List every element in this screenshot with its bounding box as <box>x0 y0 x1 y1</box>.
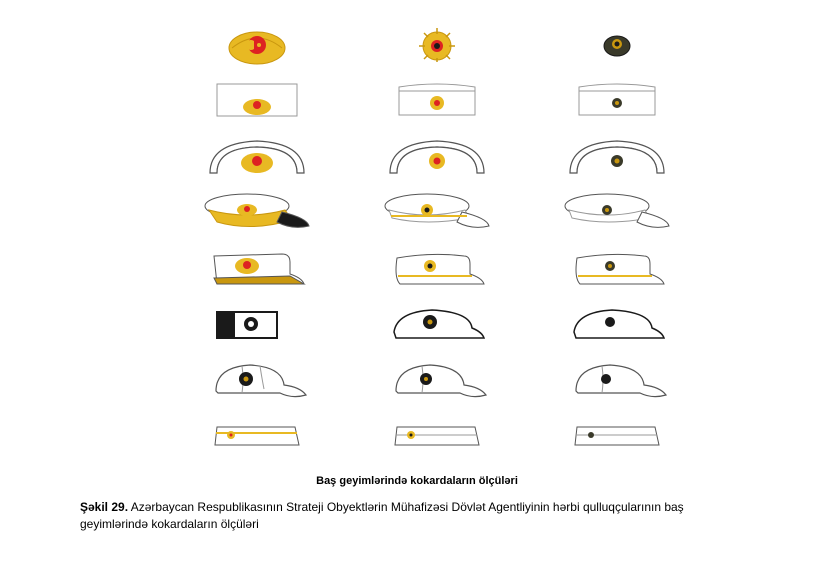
field-small <box>557 244 677 292</box>
row-flat-panels <box>197 76 677 124</box>
illustration-grid <box>100 20 774 460</box>
row-cap-tops <box>197 132 677 180</box>
sidecap-small <box>557 412 677 460</box>
row-field-caps <box>197 244 677 292</box>
field-large <box>197 244 317 292</box>
row-side-caps <box>197 412 677 460</box>
panel-medium <box>377 76 497 124</box>
figure-description: Azərbaycan Respublikasının Strateji Obye… <box>80 500 684 531</box>
subtitle-text: Baş geyimlərində kokardaların ölçüləri <box>60 475 774 487</box>
beret-medium <box>377 300 497 348</box>
beret-large <box>197 300 317 348</box>
row-peaked-caps <box>197 188 677 236</box>
captop-small <box>557 132 677 180</box>
row-berets <box>197 300 677 348</box>
figure-number: Şəkil 29. <box>80 500 128 514</box>
beret-small <box>557 300 677 348</box>
figure-caption: Şəkil 29. Azərbaycan Respublikasının Str… <box>60 499 774 533</box>
ballcap-large <box>197 356 317 404</box>
captop-large <box>197 132 317 180</box>
peaked-medium <box>377 188 497 236</box>
sidecap-medium <box>377 412 497 460</box>
panel-large <box>197 76 317 124</box>
cockade-medium <box>377 20 497 68</box>
panel-small <box>557 76 677 124</box>
peaked-large <box>197 188 317 236</box>
row-cockades <box>197 20 677 68</box>
captop-medium <box>377 132 497 180</box>
sidecap-large <box>197 412 317 460</box>
peaked-small <box>557 188 677 236</box>
ballcap-medium <box>377 356 497 404</box>
field-medium <box>377 244 497 292</box>
cockade-small <box>557 20 677 68</box>
ballcap-small <box>557 356 677 404</box>
cockade-large <box>197 20 317 68</box>
row-ball-caps <box>197 356 677 404</box>
